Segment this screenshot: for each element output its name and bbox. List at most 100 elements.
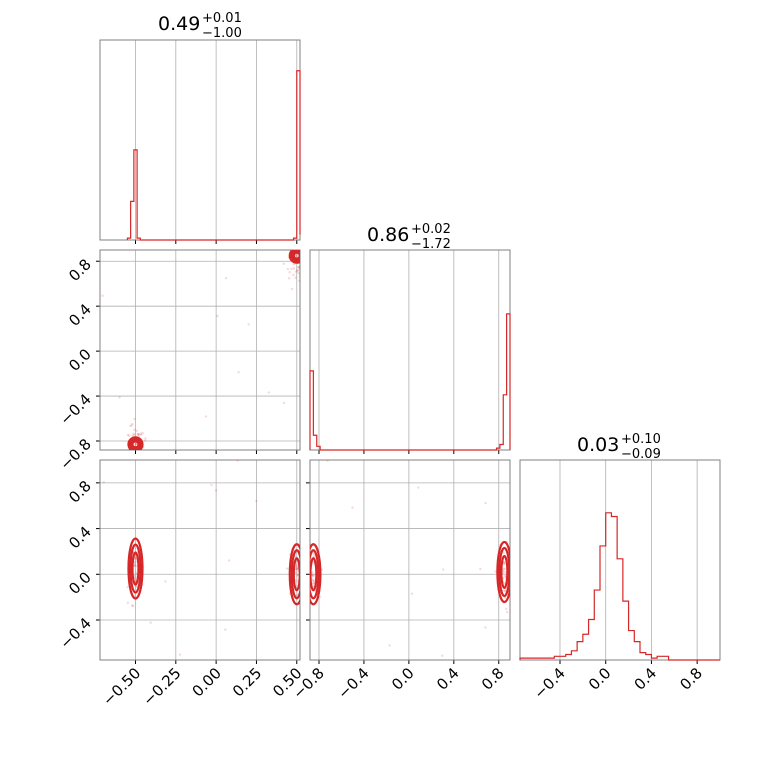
joint-content: [101, 243, 309, 475]
density-contour: [129, 543, 142, 594]
sample-point: [134, 442, 138, 446]
density-contour: [290, 549, 300, 600]
sample-point: [126, 454, 128, 456]
panel-2-2: −0.4 0.0 0.4 0.8: [519, 459, 721, 703]
histogram-param0: [126, 70, 301, 241]
sample-point: [502, 551, 505, 554]
sample-point: [494, 570, 497, 573]
sample-point: [286, 267, 290, 271]
density-contour: [131, 551, 140, 586]
sample-point: [247, 323, 250, 326]
sample-point: [311, 574, 314, 577]
sample-point: [306, 568, 308, 570]
y-tick-label: 0.0: [65, 345, 95, 375]
joint-content: [306, 460, 514, 657]
density-contour: [310, 557, 318, 592]
sample-point: [300, 576, 302, 578]
sample-point: [502, 569, 505, 572]
sample-point: [290, 243, 292, 245]
sample-point: [130, 455, 132, 457]
density-contour: [127, 537, 144, 600]
sample-point: [130, 424, 133, 427]
sample-point: [303, 262, 305, 264]
sample-point: [132, 432, 135, 436]
sample-point: [306, 552, 308, 554]
sample-point: [441, 654, 444, 657]
sample-point: [255, 499, 258, 503]
sample-point: [296, 567, 299, 571]
sample-point: [127, 434, 131, 437]
sample-point: [134, 576, 138, 579]
sample-point: [236, 460, 239, 462]
sample-point: [141, 431, 144, 435]
title-param2-plus: +0.10: [621, 432, 661, 447]
panel-2-1: −0.8 −0.4 0.0 0.4 0.8: [289, 459, 514, 703]
sample-point: [133, 557, 137, 561]
sample-point: [295, 563, 298, 567]
sample-point: [129, 424, 132, 428]
sample-point: [133, 564, 136, 568]
y-tick-label: 0.4: [65, 300, 95, 330]
sample-point: [282, 401, 286, 405]
sample-point: [126, 433, 130, 437]
title-param0-plus: +0.01: [202, 11, 242, 26]
density-contour: [292, 251, 300, 260]
sample-point: [503, 563, 506, 566]
sample-point: [311, 571, 314, 574]
sample-point: [144, 437, 147, 440]
sample-point: [302, 577, 304, 579]
panel-1-1: [309, 249, 511, 454]
sample-point: [138, 451, 140, 453]
title-param1-plus: +0.02: [411, 222, 451, 237]
sample-point: [311, 579, 315, 583]
sample-point: [501, 589, 505, 592]
title-param1: 0.86: [367, 224, 409, 246]
sample-point: [306, 580, 308, 582]
sample-point: [512, 570, 514, 572]
sample-point: [417, 486, 420, 489]
sample-point: [101, 294, 104, 297]
sample-point: [503, 574, 507, 578]
sample-point: [301, 572, 303, 574]
sample-point: [298, 265, 300, 269]
sample-point: [292, 267, 296, 270]
title-param2-median: 0.03: [577, 434, 619, 456]
sample-point: [295, 254, 298, 258]
sample-point: [301, 254, 303, 256]
sample-point: [502, 571, 505, 574]
density-contour: [288, 250, 300, 264]
sample-point: [126, 586, 129, 589]
sample-point: [290, 247, 292, 249]
joint-content: [102, 460, 308, 656]
density-contour: [290, 250, 300, 262]
sample-point: [290, 287, 294, 291]
sample-point: [290, 267, 293, 271]
sample-point: [136, 453, 138, 455]
sample-point: [137, 433, 140, 436]
sample-point: [224, 628, 227, 631]
sample-point: [292, 273, 295, 277]
sample-point: [311, 578, 314, 582]
y-tick-label: 0.4: [65, 523, 95, 553]
sample-point: [301, 586, 303, 588]
sample-point: [134, 442, 138, 446]
sample-point: [133, 574, 136, 577]
sample-point: [133, 428, 136, 431]
y-tick-label: −0.8: [56, 435, 94, 473]
sample-point: [294, 276, 297, 279]
y-tick-label: 0.8: [65, 255, 95, 285]
sample-point: [296, 565, 299, 568]
sample-point: [224, 276, 228, 280]
sample-point: [302, 248, 304, 250]
density-contour: [288, 543, 300, 606]
sample-point: [137, 434, 141, 437]
sample-point: [307, 566, 309, 568]
sample-point: [306, 580, 308, 582]
panel-0-0: [99, 39, 301, 244]
density-contour: [310, 549, 320, 600]
sample-point: [307, 265, 309, 267]
sample-point: [484, 626, 487, 629]
sample-point: [136, 473, 138, 475]
sample-point: [294, 270, 298, 273]
